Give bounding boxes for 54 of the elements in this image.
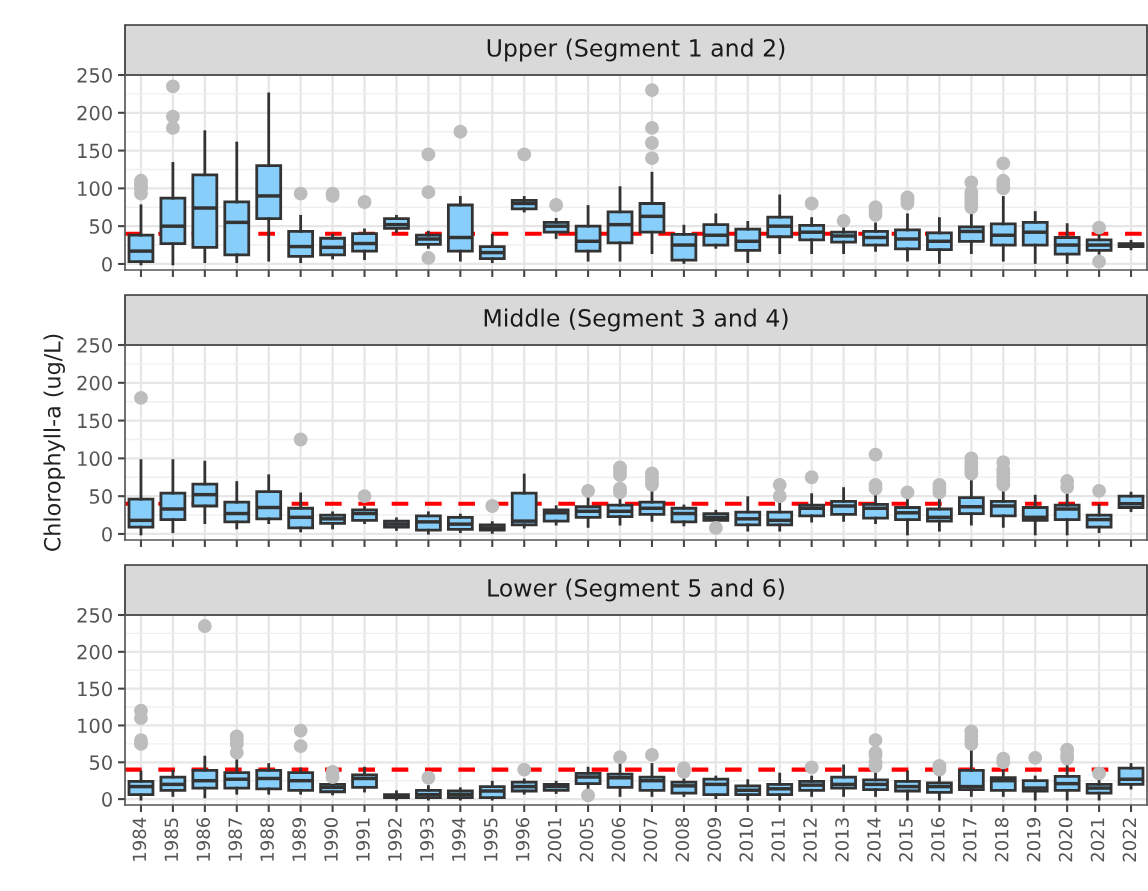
x-tick-label: 1986 xyxy=(196,817,211,861)
x-tick-label: 2013 xyxy=(835,818,849,862)
x-tick-label: 1995 xyxy=(483,818,498,861)
x-tick-label: 2006 xyxy=(611,817,626,862)
y-tick-label: 150 xyxy=(78,681,112,697)
x-tick-label: 2001 xyxy=(547,818,562,862)
y-tick-label: 250 xyxy=(77,607,112,623)
x-tick-label: 1989 xyxy=(292,818,306,861)
x-tick-label: 1984 xyxy=(132,817,147,861)
y-tick-label: 150 xyxy=(78,143,112,159)
x-tick-label: 2020 xyxy=(1058,818,1073,862)
x-tick-label: 1991 xyxy=(356,818,370,861)
y-tick-label: 0 xyxy=(102,792,112,807)
x-tick-label: 2016 xyxy=(930,817,945,862)
y-tick-label: 200 xyxy=(77,644,112,660)
x-tick-label: 2010 xyxy=(739,818,754,862)
x-tick-label: 2022 xyxy=(1122,818,1137,862)
y-tick-label: 0 xyxy=(102,256,112,272)
x-tick-label: 2011 xyxy=(771,818,785,862)
y-tick-label: 250 xyxy=(77,67,112,83)
x-tick-label: 2008 xyxy=(675,818,690,862)
y-tick-label: 250 xyxy=(77,337,112,353)
x-tick-label: 2017 xyxy=(962,818,977,862)
x-tick-label: 2021 xyxy=(1090,818,1105,862)
x-tick-label: 2019 xyxy=(1026,818,1041,862)
y-tick-label: 150 xyxy=(78,413,112,429)
y-tick-label: 100 xyxy=(78,451,112,467)
x-tick-label: 2009 xyxy=(707,818,722,862)
x-tick-label: 2014 xyxy=(867,817,881,862)
x-tick-label: 1985 xyxy=(164,818,179,861)
x-tick-label: 1987 xyxy=(228,818,243,861)
x-tick-label: 2015 xyxy=(899,818,913,862)
x-tick-label: 1988 xyxy=(260,818,274,861)
chart-title: Middle (Segment 3 and 4) xyxy=(484,308,788,332)
chart-title: Upper (Segment 1 and 2) xyxy=(487,38,785,62)
chart-title: Lower (Segment 5 and 6) xyxy=(488,578,784,602)
y-tick-label: 100 xyxy=(78,181,112,197)
x-tick-label: 2018 xyxy=(994,818,1009,862)
x-tick-label: 2005 xyxy=(579,818,594,862)
x-tick-label: 2007 xyxy=(643,818,658,862)
y-tick-label: 200 xyxy=(77,105,112,121)
x-tick-label: 1993 xyxy=(419,818,434,861)
y-tick-label: 50 xyxy=(89,219,112,234)
y-axis-title: Chlorophyll-a (ug/L) xyxy=(43,334,65,551)
x-tick-label: 1992 xyxy=(388,818,402,861)
x-tick-label: 2012 xyxy=(803,818,817,862)
y-tick-label: 50 xyxy=(89,755,112,770)
y-tick-label: 0 xyxy=(102,526,112,542)
y-tick-label: 200 xyxy=(77,375,112,391)
x-tick-label: 1996 xyxy=(515,817,530,861)
x-tick-label: 1994 xyxy=(451,817,466,861)
y-tick-label: 50 xyxy=(89,489,112,504)
y-tick-label: 100 xyxy=(78,718,112,734)
x-tick-label: 1990 xyxy=(324,818,338,861)
